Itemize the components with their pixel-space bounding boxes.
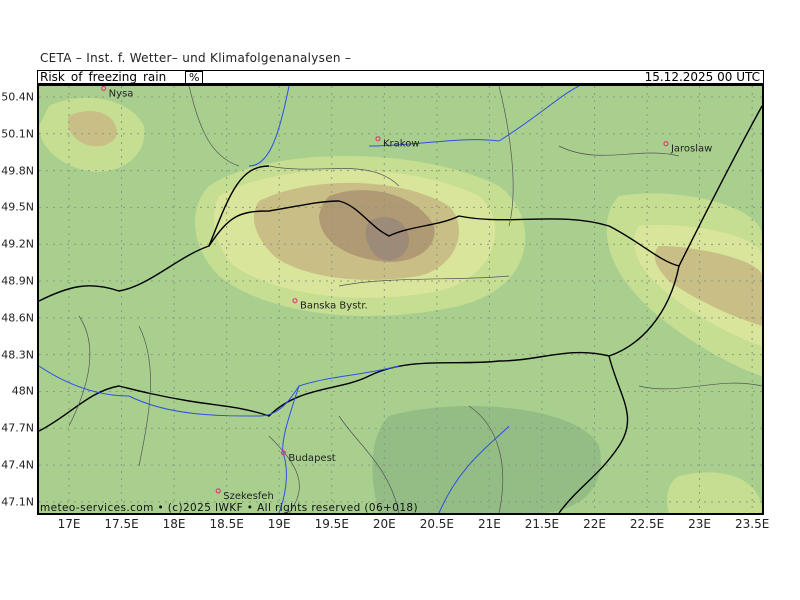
unit-box: % xyxy=(185,71,204,85)
city-marker-icon xyxy=(280,450,287,456)
lon-tick-label: 22E xyxy=(583,517,606,531)
lon-tick-label: 18E xyxy=(162,517,186,531)
lon-tick-label: 21.5E xyxy=(524,517,560,531)
lat-tick-label: 50.4N xyxy=(1,90,34,104)
graticule xyxy=(39,86,762,513)
risk-field xyxy=(39,97,762,513)
lat-tick-label: 47.1N xyxy=(1,495,34,509)
lat-tick-label: 50.1N xyxy=(1,127,34,141)
lat-tick-label: 49.2N xyxy=(1,237,34,251)
lat-tick-label: 48.6N xyxy=(1,311,34,325)
city-label: Budapest xyxy=(288,453,335,464)
lon-tick-label: 19E xyxy=(267,517,291,531)
lat-tick-label: 48N xyxy=(11,384,34,398)
lon-tick-label: 17.5E xyxy=(104,517,139,531)
map-panel: Nysa Krakow Jaroslaw Banska Bystr. Budapest S… xyxy=(37,84,764,515)
header-title: CETA – Inst. f. Wetter– und Klimafolgena… xyxy=(40,51,352,65)
lat-tick-label: 48.9N xyxy=(1,274,34,288)
admin-borders xyxy=(68,86,762,513)
country-borders xyxy=(39,105,762,513)
city-label: Szekesfeh xyxy=(223,491,274,502)
lon-tick-label: 19.5E xyxy=(314,517,349,531)
city-label: Banska Bystr. xyxy=(300,301,368,312)
city-marker-icon xyxy=(215,488,221,494)
lon-tick-label: 20.5E xyxy=(419,517,454,531)
city-markers: Nysa Krakow Jaroslaw Banska Bystr. Budapest S… xyxy=(101,86,712,502)
lon-tick-label: 17E xyxy=(57,517,81,531)
city-marker-icon xyxy=(663,141,669,147)
lat-tick-label: 47.4N xyxy=(1,458,34,472)
lon-tick-label: 21E xyxy=(477,517,501,531)
city-label: Nysa xyxy=(109,88,134,99)
lon-tick-label: 18.5E xyxy=(209,517,244,531)
freezing-rain-map: Nysa Krakow Jaroslaw Banska Bystr. Budapest S… xyxy=(39,86,762,513)
lon-tick-label: 22.5E xyxy=(629,517,665,531)
parameter-name: Risk_of_freezing_rain xyxy=(40,70,167,84)
rivers xyxy=(39,86,580,513)
credit-line: meteo-services.com • (c)2025 IWKF • All … xyxy=(40,502,418,514)
lat-tick-label: 49.5N xyxy=(1,200,34,214)
city-label: Krakow xyxy=(383,139,420,150)
lat-tick-label: 48.3N xyxy=(1,348,34,362)
valid-datetime: 15.12.2025 00 UTC xyxy=(644,70,760,84)
city-marker-icon xyxy=(101,86,107,92)
city-marker-icon xyxy=(292,298,298,304)
city-marker-icon xyxy=(375,136,381,142)
lon-tick-label: 20E xyxy=(372,517,396,531)
title-bar: Risk_of_freezing_rain % 15.12.2025 00 UT… xyxy=(37,70,764,85)
lon-tick-label: 23.5E xyxy=(734,517,770,531)
lon-tick-label: 23E xyxy=(688,517,712,531)
city-label: Jaroslaw xyxy=(670,144,712,155)
lat-tick-label: 49.8N xyxy=(1,164,34,178)
lat-tick-label: 47.7N xyxy=(1,421,34,435)
